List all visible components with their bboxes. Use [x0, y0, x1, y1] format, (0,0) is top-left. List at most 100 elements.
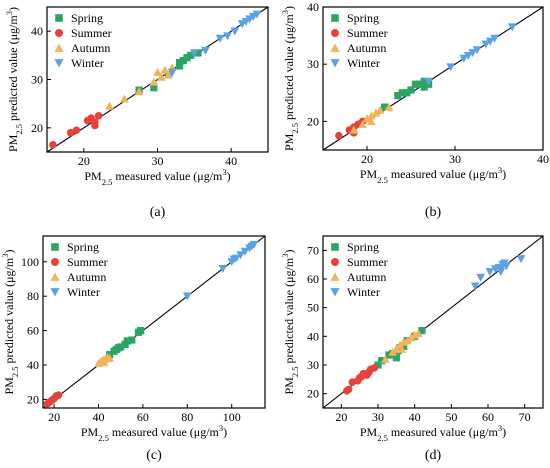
x-axis-label: PM2.5 measured value (μg/m3)	[360, 423, 506, 443]
legend-label: Summer	[347, 26, 388, 40]
data-point	[407, 86, 415, 94]
data-point	[459, 54, 469, 63]
legend-marker	[55, 14, 63, 22]
legend-label: Winter	[347, 56, 380, 70]
legend-marker	[55, 29, 63, 37]
x-tick-label: 60	[482, 410, 494, 424]
plot-frame	[322, 235, 544, 409]
x-tick-label: 40	[93, 410, 105, 424]
data-point	[167, 68, 177, 77]
data-point	[117, 343, 125, 351]
legend-marker	[330, 288, 340, 297]
x-tick-label: 20	[78, 154, 90, 168]
data-point	[190, 49, 199, 58]
y-tick-label: 20	[307, 387, 319, 401]
data-point	[367, 111, 376, 120]
x-tick-label: 60	[137, 410, 149, 424]
panel-label: (d)	[425, 448, 442, 463]
legend-label: Spring	[347, 240, 379, 254]
data-point	[371, 108, 381, 117]
x-axis-label: PM2.5 measured value (μg/m3)	[84, 167, 230, 187]
x-tick-label: 30	[449, 152, 461, 166]
data-point	[507, 23, 517, 32]
data-point	[381, 354, 390, 363]
legend-label: Winter	[67, 285, 100, 299]
legend-label: Summer	[71, 26, 112, 40]
y-tick-label: 30	[31, 73, 43, 87]
y-tick-label: 40	[27, 358, 39, 372]
data-point	[472, 46, 482, 55]
data-point	[156, 72, 166, 81]
legend-label: Spring	[67, 240, 99, 254]
data-point	[516, 255, 526, 264]
data-point	[398, 89, 406, 97]
legend-label: Summer	[347, 255, 388, 269]
data-point	[378, 357, 386, 365]
legend-label: Autumn	[67, 270, 106, 284]
x-tick-label: 30	[152, 154, 164, 168]
data-point	[176, 62, 184, 70]
panel-label: (a)	[150, 205, 166, 220]
data-point	[416, 80, 424, 88]
data-point	[502, 262, 511, 271]
x-tick-label: 50	[445, 410, 457, 424]
legend-label: Autumn	[347, 270, 386, 284]
legend-marker	[54, 43, 64, 52]
data-point	[418, 327, 426, 335]
data-point	[349, 125, 359, 134]
legend-marker	[330, 272, 340, 281]
data-point	[128, 336, 136, 344]
data-point	[362, 114, 372, 123]
x-tick-label: 40	[409, 410, 421, 424]
legend-label: Autumn	[71, 41, 110, 55]
data-point	[54, 391, 63, 399]
data-point	[381, 103, 389, 111]
legend-marker	[330, 59, 340, 68]
chart-panel: 20 40 60 80 100 20 40 60 80 100 SpringSummerAutumn…	[0, 235, 266, 463]
data-point	[384, 102, 394, 111]
data-point	[490, 34, 499, 43]
data-point	[66, 128, 75, 137]
x-tick-label: 100	[223, 410, 241, 424]
data-point	[105, 353, 114, 362]
y-tick-label: 20	[307, 114, 319, 128]
data-point	[72, 126, 81, 135]
y-tick-label: 40	[307, 0, 319, 14]
data-point	[397, 344, 407, 353]
data-point	[183, 54, 191, 62]
data-point	[150, 84, 158, 92]
reference-line	[46, 6, 269, 153]
chart-panel: 20 30 40 50 60 70 20 30 40 50 60 70 SpringSummerAutu…	[280, 235, 544, 463]
data-point	[229, 255, 239, 264]
x-tick-label: 20	[48, 410, 60, 424]
x-tick-label: 70	[519, 410, 531, 424]
y-tick-label: 20	[27, 392, 39, 406]
data-point	[424, 77, 433, 86]
legend-marker	[50, 272, 60, 281]
y-tick-label: 40	[31, 24, 43, 38]
data-point	[105, 101, 114, 110]
data-point	[120, 94, 129, 103]
data-point	[485, 268, 495, 277]
data-point	[403, 89, 411, 97]
legend-marker	[331, 258, 339, 266]
panel-label: (c)	[146, 448, 162, 463]
x-tick-label: 40	[537, 152, 549, 166]
data-point	[194, 49, 202, 57]
legend-marker	[54, 59, 64, 68]
y-tick-label: 70	[307, 243, 319, 257]
data-point	[374, 361, 382, 369]
data-point	[179, 57, 187, 65]
data-point	[392, 344, 401, 353]
data-point	[411, 80, 419, 88]
x-tick-label: 30	[372, 410, 384, 424]
x-tick-label: 80	[181, 410, 193, 424]
y-tick-label: 50	[307, 301, 319, 315]
data-point	[91, 121, 99, 130]
y-tick-label: 20	[31, 121, 43, 135]
y-tick-label: 60	[27, 324, 39, 338]
y-axis-label: PM2.5 predicted value (μg/m3)	[280, 6, 300, 151]
